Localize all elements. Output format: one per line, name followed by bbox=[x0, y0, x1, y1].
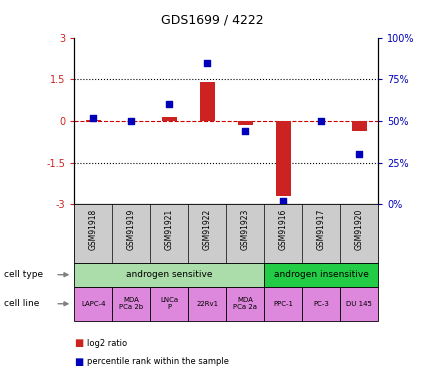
Bar bbox=[226, 287, 264, 321]
Text: GSM91920: GSM91920 bbox=[355, 209, 364, 250]
Text: PC-3: PC-3 bbox=[313, 301, 329, 307]
Bar bbox=[74, 287, 112, 321]
Bar bbox=[150, 287, 188, 321]
Text: ■: ■ bbox=[74, 357, 84, 367]
Text: LAPC-4: LAPC-4 bbox=[81, 301, 106, 307]
Text: GSM91918: GSM91918 bbox=[89, 209, 98, 250]
Text: GSM91921: GSM91921 bbox=[165, 209, 174, 250]
Text: PPC-1: PPC-1 bbox=[273, 301, 293, 307]
Text: 22Rv1: 22Rv1 bbox=[196, 301, 218, 307]
Point bbox=[90, 115, 97, 121]
Point bbox=[242, 128, 249, 134]
Bar bbox=[238, 121, 253, 125]
Text: cell line: cell line bbox=[4, 299, 40, 308]
Point bbox=[280, 198, 287, 204]
Text: LNCa
P: LNCa P bbox=[160, 297, 178, 310]
Bar bbox=[302, 287, 340, 321]
Text: MDA
PCa 2b: MDA PCa 2b bbox=[119, 297, 143, 310]
Point bbox=[166, 101, 173, 107]
Bar bbox=[162, 117, 177, 121]
Point bbox=[356, 152, 363, 157]
Bar bbox=[264, 287, 302, 321]
Point bbox=[318, 118, 325, 124]
Text: GSM91923: GSM91923 bbox=[241, 209, 250, 250]
Text: cell type: cell type bbox=[4, 270, 43, 279]
Bar bbox=[74, 262, 264, 287]
Text: MDA
PCa 2a: MDA PCa 2a bbox=[233, 297, 257, 310]
Text: DU 145: DU 145 bbox=[346, 301, 372, 307]
Bar bbox=[264, 262, 378, 287]
Text: GSM91919: GSM91919 bbox=[127, 209, 136, 250]
Text: GDS1699 / 4222: GDS1699 / 4222 bbox=[161, 13, 264, 26]
Text: ■: ■ bbox=[74, 338, 84, 348]
Text: androgen insensitive: androgen insensitive bbox=[274, 270, 369, 279]
Bar bbox=[112, 287, 150, 321]
Text: percentile rank within the sample: percentile rank within the sample bbox=[87, 357, 229, 366]
Bar bbox=[340, 287, 378, 321]
Bar bbox=[188, 287, 226, 321]
Point bbox=[204, 60, 211, 66]
Point bbox=[128, 118, 135, 124]
Text: GSM91922: GSM91922 bbox=[203, 209, 212, 250]
Bar bbox=[86, 120, 101, 121]
Bar bbox=[200, 82, 215, 121]
Bar bbox=[351, 121, 367, 130]
Text: GSM91917: GSM91917 bbox=[317, 209, 326, 250]
Text: androgen sensitive: androgen sensitive bbox=[126, 270, 212, 279]
Text: log2 ratio: log2 ratio bbox=[87, 339, 127, 348]
Bar bbox=[276, 121, 291, 196]
Text: GSM91916: GSM91916 bbox=[279, 209, 288, 250]
